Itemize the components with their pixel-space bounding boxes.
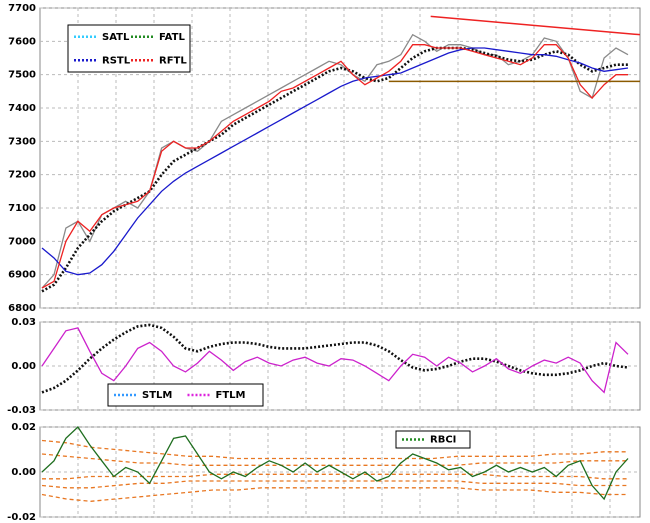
- y-tick-label: 0.00: [11, 467, 36, 478]
- series-line: [41, 33, 629, 289]
- legend-box: [67, 24, 191, 73]
- legend-label: RSTL: [102, 55, 131, 66]
- y-tick-label: 7300: [8, 136, 36, 147]
- legend-label: RBCI: [430, 435, 456, 446]
- series-line: [41, 439, 628, 460]
- y-tick-label: 7100: [8, 203, 36, 214]
- y-tick-label: 7200: [8, 170, 36, 181]
- series-line: [41, 47, 629, 276]
- legend-box: [395, 430, 471, 449]
- legend-label: FTLM: [216, 390, 246, 401]
- trend-line: [430, 15, 641, 36]
- y-tick-label: 7700: [8, 3, 36, 14]
- y-tick-label: -0.03: [7, 405, 36, 416]
- y-tick-label: 7000: [8, 236, 36, 247]
- series-line: [41, 44, 628, 289]
- legend-label: STLM: [142, 390, 172, 401]
- series-line: [41, 327, 629, 394]
- y-tick-label: 7500: [8, 70, 36, 81]
- y-tick-label: 6900: [8, 270, 36, 281]
- series-line: [41, 453, 628, 466]
- y-tick-label: 0.00: [11, 361, 36, 372]
- legend-box: [107, 383, 264, 407]
- y-tick-label: 7400: [8, 103, 36, 114]
- y-tick-label: 0.02: [11, 422, 36, 433]
- series-line: [41, 425, 629, 501]
- y-tick-label: 7600: [8, 36, 36, 47]
- series-line: [41, 480, 628, 489]
- y-tick-label: 6800: [8, 303, 36, 314]
- y-tick-label: 0.03: [11, 317, 36, 328]
- y-tick-label: -0.02: [7, 512, 36, 523]
- legend-label: RFTL: [159, 55, 187, 66]
- series-line: [41, 487, 628, 502]
- series-line: [41, 46, 628, 293]
- legend-label: FATL: [159, 32, 185, 43]
- series-line: [41, 323, 629, 394]
- legend-label: SATL: [102, 32, 130, 43]
